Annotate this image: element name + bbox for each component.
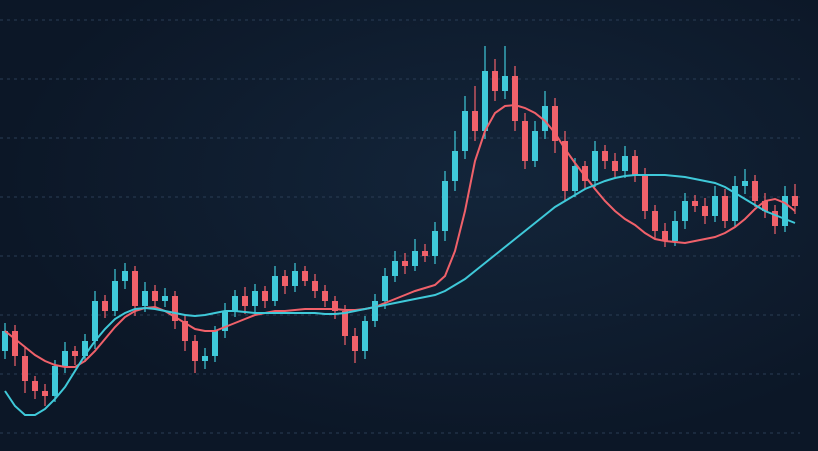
candle-body — [312, 281, 318, 291]
candle-body — [322, 291, 328, 301]
candle-body — [362, 321, 368, 351]
candle-body — [762, 201, 768, 211]
candle-body — [552, 106, 558, 141]
candle-body — [72, 351, 78, 356]
candle-body — [52, 366, 58, 396]
candle-body — [592, 151, 598, 181]
candle-body — [442, 181, 448, 231]
candle-body — [702, 206, 708, 216]
candle-body — [2, 331, 8, 351]
candle-body — [122, 271, 128, 281]
candle-body — [392, 261, 398, 276]
candle-body — [662, 231, 668, 241]
candle-body — [402, 261, 408, 266]
candle-body — [352, 336, 358, 351]
candle-body — [472, 111, 478, 131]
candle-body — [692, 201, 698, 206]
candle-body — [482, 71, 488, 131]
candle-body — [752, 181, 758, 201]
candle-body — [432, 231, 438, 256]
candle-body — [772, 211, 778, 226]
candle-body — [342, 311, 348, 336]
candle-body — [612, 161, 618, 171]
candle-body — [492, 71, 498, 91]
candle-body — [12, 331, 18, 356]
candle-body — [602, 151, 608, 161]
candle-body — [82, 341, 88, 356]
candle-body — [532, 131, 538, 161]
candle-body — [452, 151, 458, 181]
candle-body — [682, 201, 688, 221]
candle-body — [42, 391, 48, 396]
candle-body — [62, 351, 68, 366]
moving-average-line — [4, 103, 796, 368]
candle-body — [712, 196, 718, 216]
candle-body — [32, 381, 38, 391]
candle-body — [212, 331, 218, 356]
candle-body — [462, 111, 468, 151]
candle-body — [422, 251, 428, 256]
candle-body — [152, 291, 158, 301]
candle-body — [272, 276, 278, 301]
candle-body — [172, 296, 178, 321]
candle-body — [572, 166, 578, 191]
candle-body — [192, 341, 198, 361]
candle-body — [502, 76, 508, 91]
candle-body — [382, 276, 388, 301]
candle-body — [332, 301, 338, 311]
candle-body — [262, 291, 268, 301]
candle-body — [102, 301, 108, 311]
candle-body — [782, 196, 788, 226]
candle-body — [672, 221, 678, 241]
candle-body — [512, 76, 518, 121]
candle-body — [542, 106, 548, 131]
candle-body — [642, 176, 648, 211]
candle-body — [582, 166, 588, 181]
candle-body — [162, 296, 168, 301]
candle-body — [302, 271, 308, 281]
candle-body — [222, 311, 228, 331]
candle-body — [562, 141, 568, 191]
candle-body — [92, 301, 98, 341]
candle-body — [622, 156, 628, 171]
candle-body — [742, 181, 748, 186]
candle-body — [292, 271, 298, 286]
candle-body — [282, 276, 288, 286]
candle-body — [142, 291, 148, 306]
moving-average-line — [4, 174, 796, 416]
candle-body — [792, 196, 798, 206]
candle-body — [22, 356, 28, 381]
candle-body — [372, 301, 378, 321]
candle-body — [252, 291, 258, 306]
candle-body — [182, 321, 188, 341]
candle-body — [202, 356, 208, 361]
candle-body — [522, 121, 528, 161]
candle-body — [732, 186, 738, 221]
candle-body — [412, 251, 418, 266]
candle-body — [722, 196, 728, 221]
candle-body — [242, 296, 248, 306]
candle-body — [132, 271, 138, 306]
candle-body — [652, 211, 658, 231]
candle-body — [112, 281, 118, 311]
candle-body — [232, 296, 238, 311]
candle-body — [632, 156, 638, 176]
